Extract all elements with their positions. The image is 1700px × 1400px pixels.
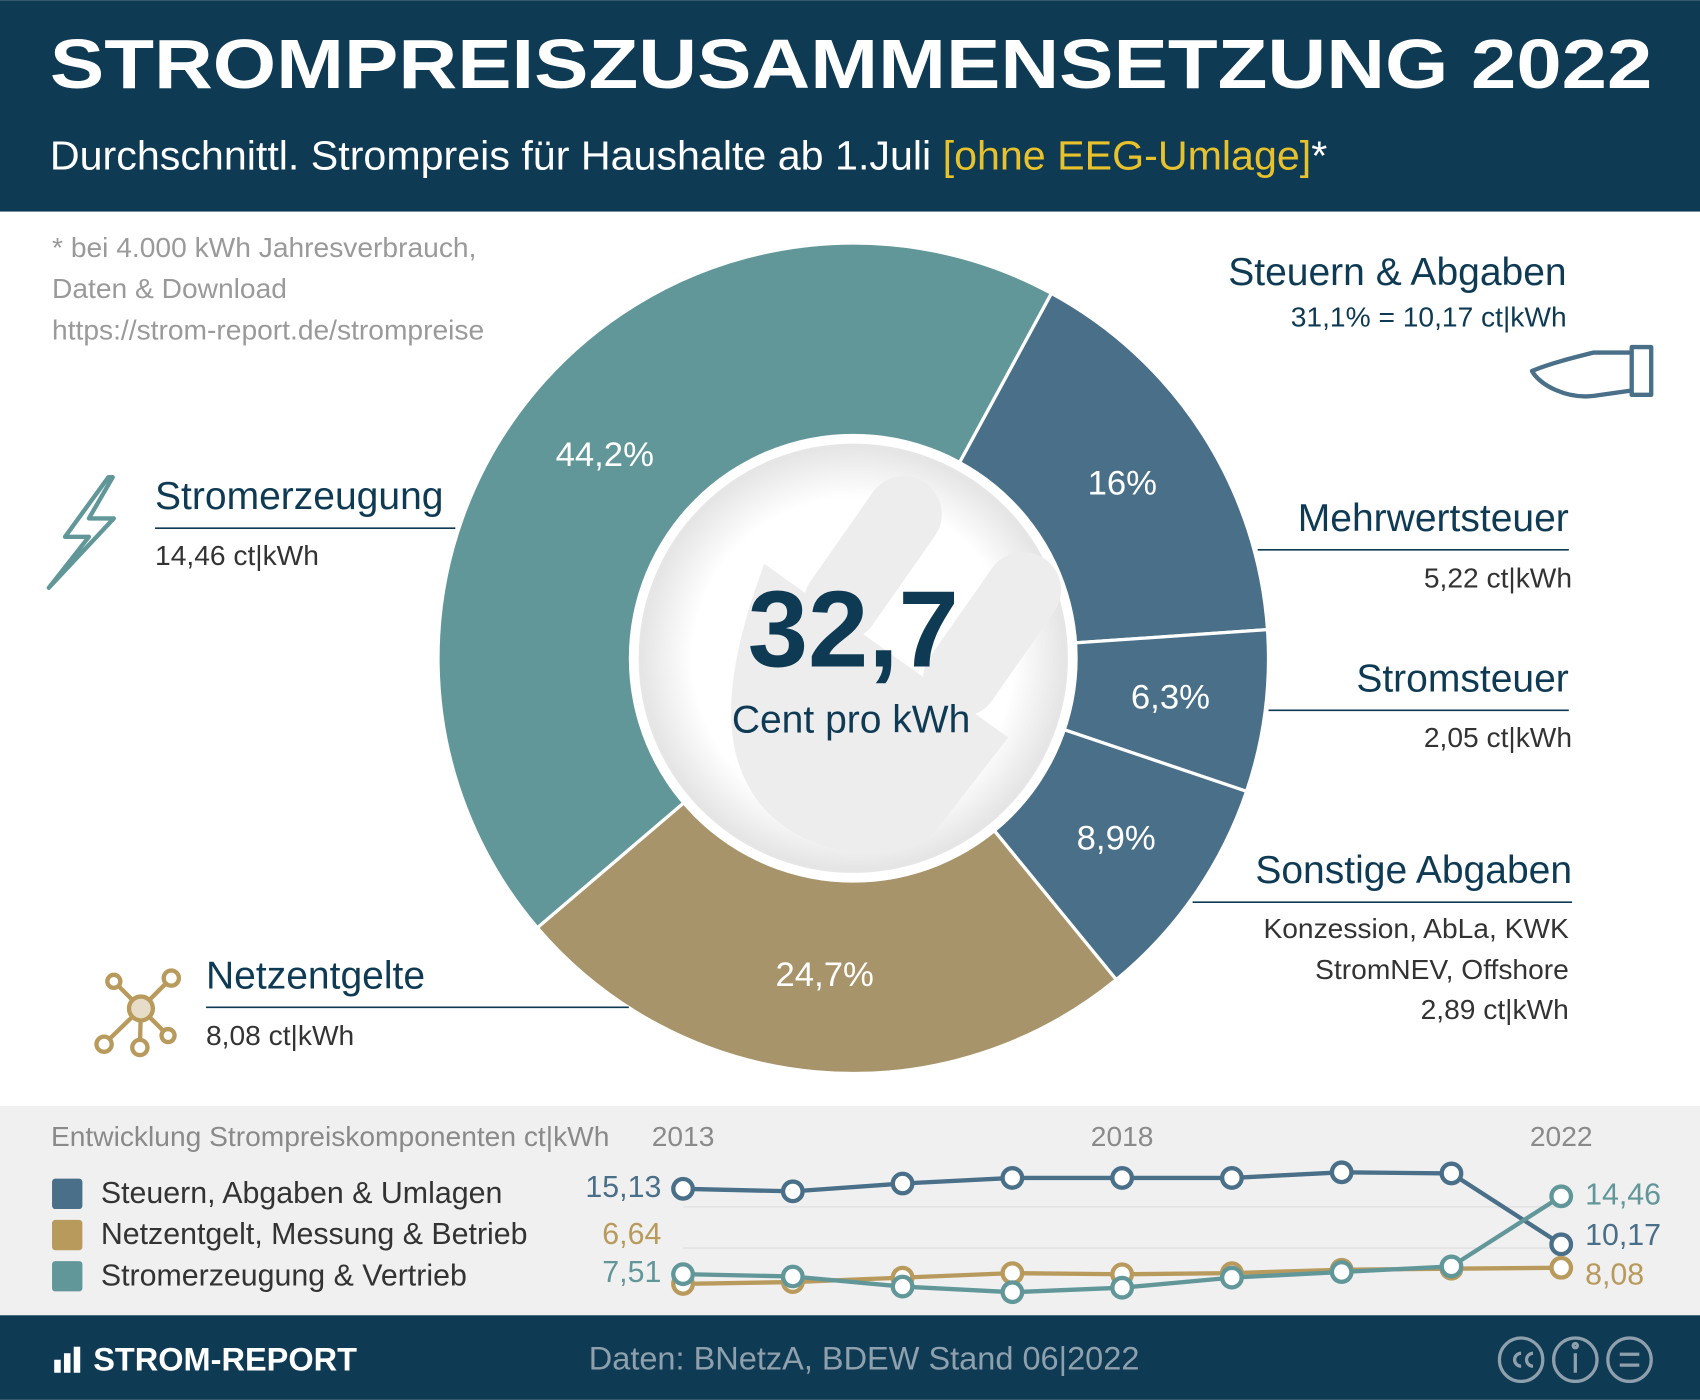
point-marker bbox=[1000, 1261, 1025, 1286]
point-marker bbox=[890, 1274, 915, 1299]
end-value-label: 10,17 bbox=[1585, 1219, 1661, 1252]
point-marker bbox=[780, 1264, 805, 1289]
end-value-label: 7,51 bbox=[602, 1256, 661, 1289]
category-detail: 14,46 ct|kWh bbox=[155, 539, 319, 571]
legend-swatch bbox=[52, 1219, 83, 1251]
point-marker bbox=[1439, 1161, 1464, 1186]
category-detail: 8,08 ct|kWh bbox=[206, 1019, 354, 1051]
title: STROMPREISZUSAMMENSETZUNG 2022 bbox=[50, 25, 1652, 103]
point-marker bbox=[1549, 1255, 1574, 1280]
point-marker bbox=[1549, 1232, 1574, 1257]
x-tick-label: 2022 bbox=[1530, 1120, 1593, 1152]
license-icons bbox=[1497, 1336, 1653, 1384]
legend-label: Stromerzeugung & Vertrieb bbox=[101, 1259, 467, 1292]
end-value-label: 14,46 bbox=[1585, 1178, 1661, 1211]
point-marker bbox=[1549, 1184, 1574, 1209]
note-line: Daten & Download bbox=[52, 272, 287, 304]
header-bar bbox=[0, 0, 1700, 212]
subtitle: Durchschnittl. Strompreis für Haushalte … bbox=[50, 132, 1327, 178]
point-marker bbox=[1219, 1265, 1244, 1290]
point-marker bbox=[671, 1262, 695, 1287]
legend-swatch bbox=[52, 1178, 83, 1210]
brand-icon bbox=[54, 1346, 81, 1373]
trend-title: Entwicklung Strompreiskomponenten ct|kWh bbox=[51, 1120, 609, 1152]
category-detail: StromNEV, Offshore bbox=[1315, 953, 1569, 985]
point-marker bbox=[671, 1176, 695, 1201]
category-label: Mehrwertsteuer bbox=[1298, 497, 1569, 540]
category-detail: 2,89 ct|kWh bbox=[1421, 993, 1569, 1025]
category-detail: Konzession, AbLa, KWK bbox=[1263, 912, 1569, 944]
point-marker bbox=[890, 1171, 915, 1196]
subtitle-suffix: * bbox=[1311, 132, 1327, 178]
center-unit: Cent pro kWh bbox=[732, 699, 971, 742]
end-value-label: 8,08 bbox=[1585, 1258, 1644, 1291]
center-value: 32,7 bbox=[748, 568, 959, 689]
source: Daten: BNetzA, BDEW Stand 06|2022 bbox=[589, 1340, 1140, 1376]
lightning-icon bbox=[46, 475, 117, 590]
category-label: Stromsteuer bbox=[1356, 657, 1569, 700]
segment-label: 6,3% bbox=[1131, 678, 1210, 716]
segment-label: 8,9% bbox=[1077, 820, 1156, 858]
category-label: Sonstige Abgaben bbox=[1255, 849, 1572, 892]
brand: STROM-REPORT bbox=[93, 1341, 357, 1377]
group-title: Steuern & Abgaben bbox=[1228, 251, 1566, 294]
category-label: Netzentgelte bbox=[206, 954, 425, 997]
segment-label: 24,7% bbox=[776, 956, 874, 994]
point-marker bbox=[1110, 1165, 1135, 1190]
footer-bar bbox=[0, 1315, 1700, 1400]
end-value-label: 6,64 bbox=[602, 1218, 661, 1251]
network-icon bbox=[94, 968, 182, 1058]
donut-chart: 16% Mehrwertsteuer 5,22 ct|kWh 6,3% Stromste… bbox=[155, 241, 1573, 1076]
point-marker bbox=[1329, 1260, 1354, 1284]
segment-label: 16% bbox=[1088, 464, 1157, 502]
category-label: Stromerzeugung bbox=[155, 475, 443, 518]
segment-label: 44,2% bbox=[556, 436, 654, 474]
line-chart: 2013 2018 2022 Steuern, Abgaben & Umlagen Ne… bbox=[52, 1120, 1661, 1305]
plug-icon bbox=[731, 476, 1062, 854]
end-value-label: 15,13 bbox=[585, 1171, 661, 1204]
point-marker bbox=[1000, 1280, 1025, 1305]
note-line: * bei 4.000 kWh Jahresverbrauch, bbox=[52, 231, 476, 263]
group-detail: 31,1% = 10,17 ct|kWh bbox=[1291, 300, 1567, 332]
category-detail: 5,22 ct|kWh bbox=[1424, 562, 1572, 594]
point-marker bbox=[1110, 1275, 1135, 1300]
x-tick-label: 2018 bbox=[1091, 1120, 1154, 1152]
category-detail: 2,05 ct|kWh bbox=[1424, 721, 1572, 753]
x-tick-label: 2013 bbox=[652, 1120, 715, 1152]
point-marker bbox=[780, 1179, 805, 1204]
point-marker bbox=[1329, 1160, 1354, 1185]
point-marker bbox=[1439, 1254, 1464, 1279]
note-line: https://strom-report.de/strompreise bbox=[52, 313, 484, 345]
point-marker bbox=[1000, 1165, 1025, 1190]
point-marker bbox=[1219, 1165, 1244, 1190]
legend-label: Steuern, Abgaben & Umlagen bbox=[101, 1177, 503, 1210]
subtitle-main: Durchschnittl. Strompreis für Haushalte … bbox=[50, 132, 943, 178]
subtitle-highlight: [ohne EEG-Umlage] bbox=[943, 132, 1312, 178]
hand-icon bbox=[1529, 344, 1654, 399]
legend-swatch bbox=[52, 1261, 83, 1292]
legend-label: Netzentgelt, Messung & Betrieb bbox=[101, 1218, 528, 1251]
